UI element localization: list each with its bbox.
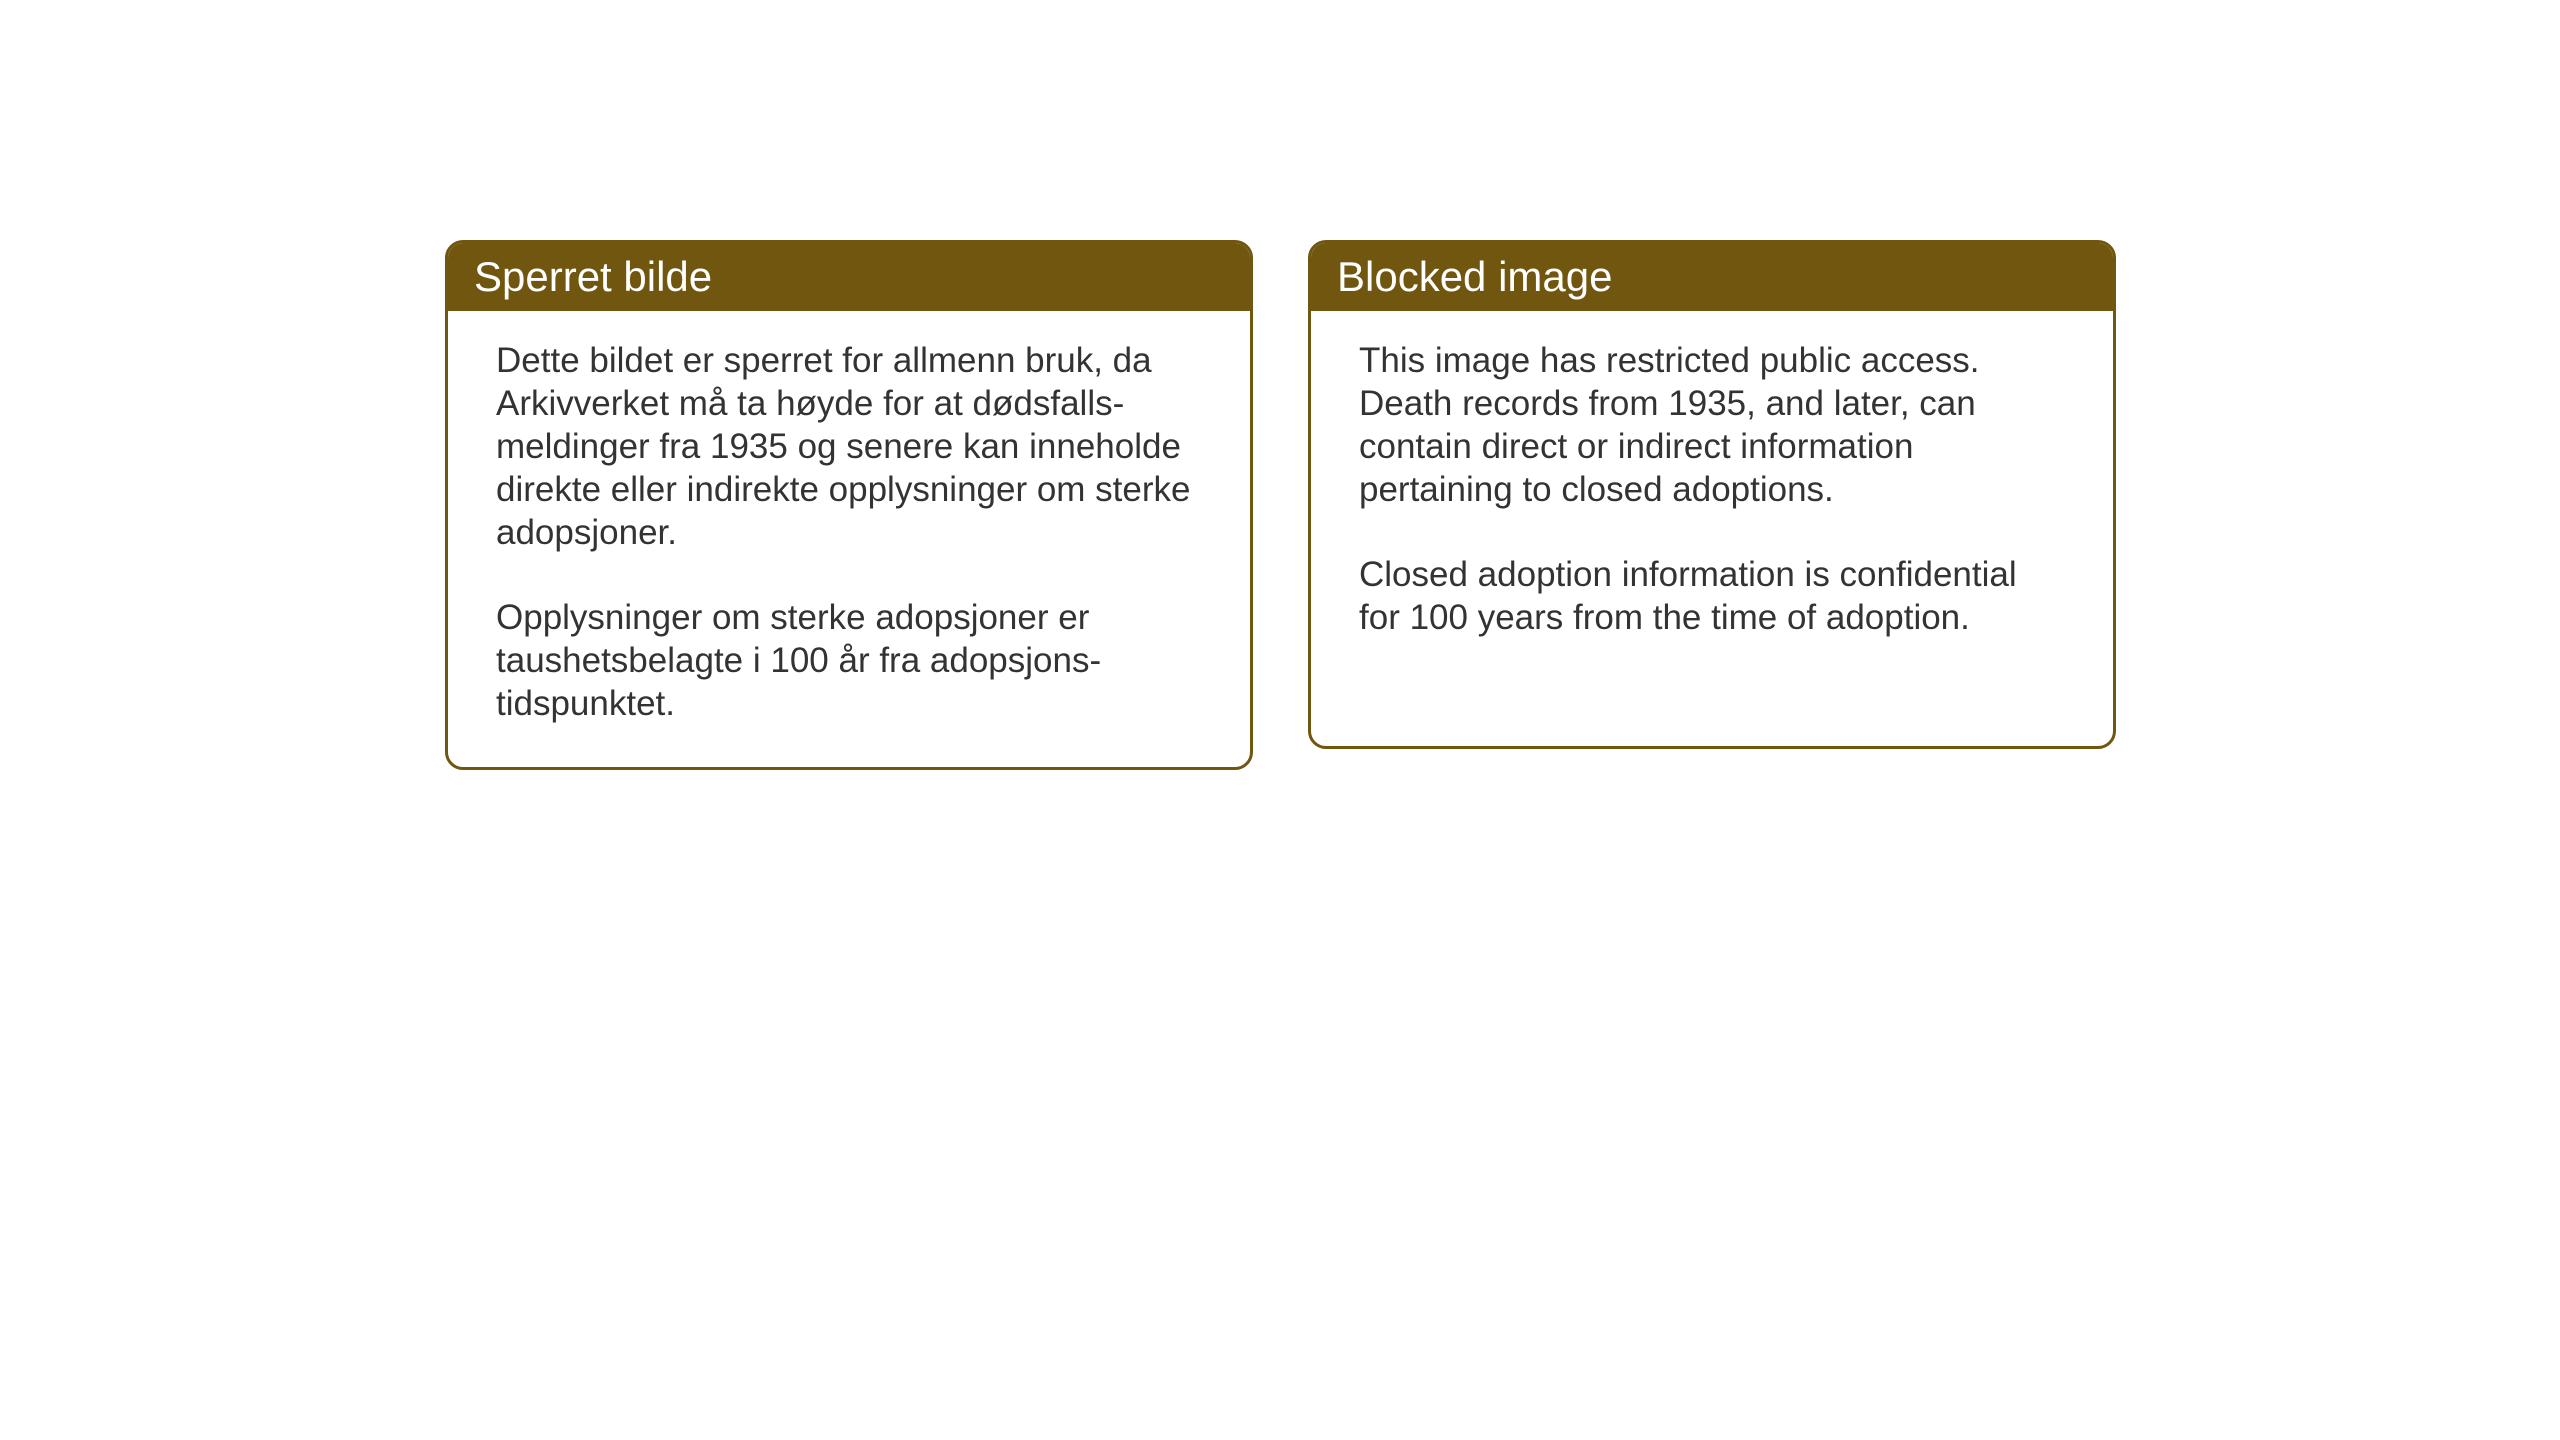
notice-header-english: Blocked image bbox=[1311, 243, 2113, 311]
notice-paragraph-1-en: This image has restricted public access.… bbox=[1359, 339, 2065, 511]
notice-paragraph-1-no: Dette bildet er sperret for allmenn bruk… bbox=[496, 339, 1202, 554]
notice-header-norwegian: Sperret bilde bbox=[448, 243, 1250, 311]
notice-paragraph-2-en: Closed adoption information is confident… bbox=[1359, 553, 2065, 639]
notice-paragraph-2-no: Opplysninger om sterke adopsjoner er tau… bbox=[496, 596, 1202, 725]
notice-container: Sperret bilde Dette bildet er sperret fo… bbox=[445, 240, 2116, 770]
notice-body-english: This image has restricted public access.… bbox=[1311, 311, 2113, 681]
notice-box-norwegian: Sperret bilde Dette bildet er sperret fo… bbox=[445, 240, 1253, 770]
notice-box-english: Blocked image This image has restricted … bbox=[1308, 240, 2116, 749]
notice-body-norwegian: Dette bildet er sperret for allmenn bruk… bbox=[448, 311, 1250, 767]
